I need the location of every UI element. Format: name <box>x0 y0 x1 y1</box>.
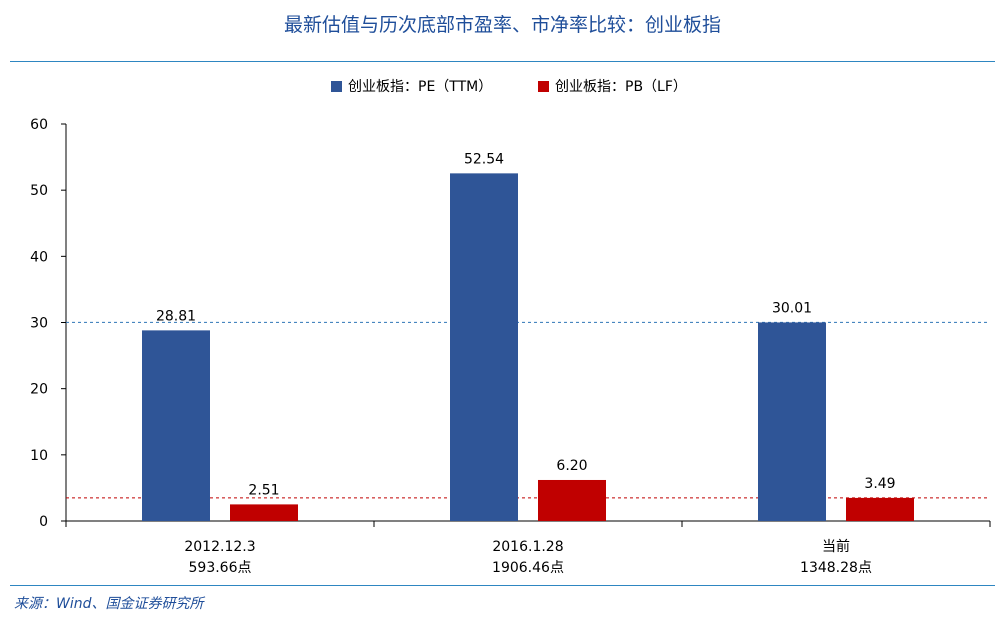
x-category-label: 当前 <box>822 538 850 555</box>
x-category-label: 2016.1.28 <box>492 539 563 555</box>
y-tick-label: 40 <box>30 249 48 265</box>
data-label: 28.81 <box>156 308 196 324</box>
bar-pb-2 <box>846 497 914 521</box>
legend-label-1: 创业板指：PB（LF） <box>555 79 687 95</box>
x-category-label: 2012.12.3 <box>184 539 255 555</box>
x-category-sublabel: 1906.46点 <box>492 560 564 576</box>
bar-pb-1 <box>538 479 606 521</box>
data-label: 2.51 <box>248 482 279 498</box>
data-label: 30.01 <box>772 300 812 316</box>
legend-label-0: 创业板指：PE（TTM） <box>348 79 492 95</box>
legend-swatch-0 <box>331 81 342 92</box>
x-category-sublabel: 1348.28点 <box>800 560 872 576</box>
y-tick-label: 0 <box>39 514 48 530</box>
data-label: 3.49 <box>864 476 895 492</box>
x-category-sublabel: 593.66点 <box>189 560 252 576</box>
bar-pe-1 <box>450 173 518 521</box>
y-tick-label: 50 <box>30 183 48 199</box>
y-tick-label: 60 <box>30 117 48 133</box>
bar-pe-0 <box>142 330 210 521</box>
legend-swatch-1 <box>538 81 549 92</box>
bar-pe-2 <box>758 322 826 521</box>
y-tick-label: 10 <box>30 448 48 464</box>
data-label: 6.20 <box>556 458 587 474</box>
chart-title: 最新估值与历次底部市盈率、市净率比较：创业板指 <box>283 14 721 36</box>
footer-divider <box>10 585 995 586</box>
data-label: 52.54 <box>464 151 504 167</box>
bar-pb-0 <box>230 504 298 521</box>
source-note: 来源：Wind、国金证券研究所 <box>14 596 204 612</box>
y-tick-label: 20 <box>30 382 48 398</box>
y-tick-label: 30 <box>30 316 48 332</box>
title-divider <box>10 61 995 62</box>
